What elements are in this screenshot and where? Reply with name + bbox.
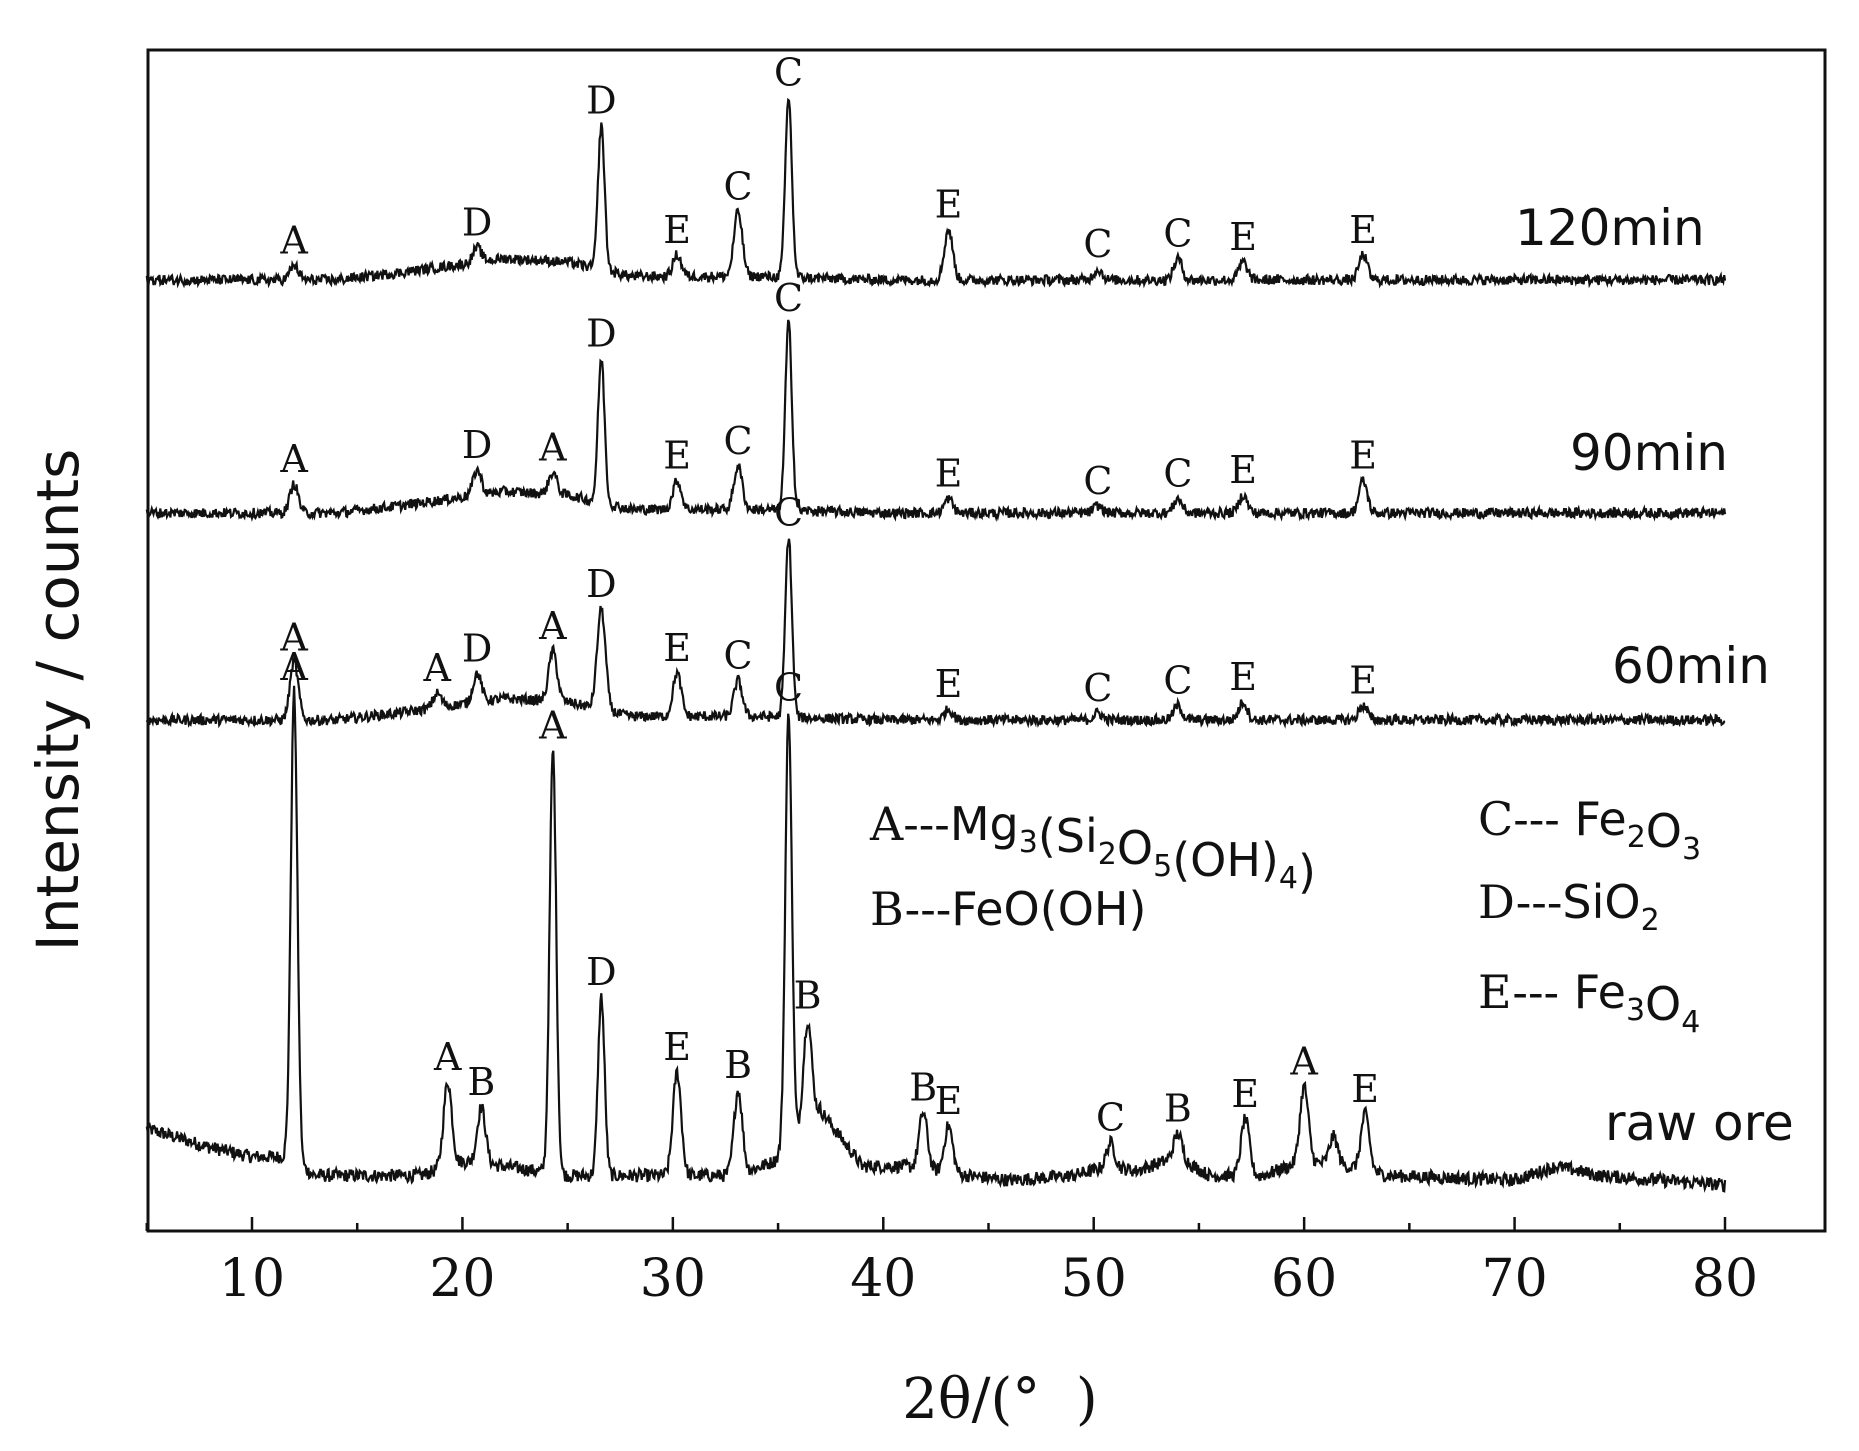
peak-label-90min-1: D [462,423,492,467]
x-axis-ticks: 10 20 30 40 50 60 70 80 [145,1217,1758,1309]
peak-label-90min-2: A [538,426,567,470]
peak-label-60min-9: C [1083,666,1112,710]
series-label-120min: 120min [1515,199,1705,257]
peak-label-120min-8: C [1163,211,1192,255]
peak-label-90min-0: A [279,437,308,481]
peak-label-60min-6: C [724,633,753,677]
y-axis-label: Intensity / counts [24,449,92,952]
peak-label-raw-ore-16: E [1351,1067,1379,1111]
peak-label-90min-9: C [1163,452,1192,496]
peak-label-120min-4: C [724,165,753,209]
x-tick-label-50: 50 [1061,1249,1127,1309]
series-line-120min [145,97,1727,289]
peak-label-60min-2: D [462,626,492,670]
series-layer: raw ore 60min 90min 120min [145,97,1794,1193]
peak-label-60min-1: A [422,646,451,690]
legend: A---Mg3(Si2O5(OH)4)B---FeO(OH) C--- Fe2O3… [869,792,1701,1040]
peak-label-120min-2: D [586,79,616,123]
legend-entry-0: A---Mg3(Si2O5(OH)4) [869,797,1316,899]
peak-label-90min-6: C [774,276,803,320]
peak-label-90min-3: D [586,312,616,356]
series-line-90min [145,319,1727,523]
peak-label-raw-ore-7: C [774,666,803,710]
peak-label-raw-ore-4: D [586,950,616,994]
x-tick-label-40: 40 [850,1249,916,1309]
peak-label-raw-ore-12: B [1164,1086,1192,1130]
peak-label-raw-ore-3: A [538,703,567,747]
series-line-60min [145,538,1726,729]
series-label-60min: 60min [1612,637,1770,695]
peak-label-raw-ore-5: E [663,1025,691,1069]
legend-entry-2: C--- Fe2O3 [1478,792,1701,867]
peak-label-120min-5: C [774,50,803,94]
peak-label-raw-ore-9: B [909,1066,937,1110]
peak-label-raw-ore-6: B [724,1043,752,1087]
x-tick-label-20: 20 [429,1249,495,1309]
peak-label-120min-7: C [1083,222,1112,266]
x-axis-label: 2θ/(° ) [902,1367,1098,1432]
peak-label-120min-10: E [1349,208,1377,252]
peak-label-90min-8: C [1083,459,1112,503]
peak-label-120min-9: E [1229,215,1257,259]
peak-label-90min-4: E [663,434,691,478]
peak-label-60min-7: C [774,490,803,534]
series-line-raw-ore [145,685,1727,1193]
peak-label-90min-7: E [935,452,963,496]
peak-label-raw-ore-11: C [1096,1096,1125,1140]
peak-label-120min-3: E [663,208,691,252]
peak-label-raw-ore-10: E [935,1079,963,1123]
peak-label-raw-ore-8: B [794,974,822,1018]
series-label-90min: 90min [1570,424,1728,482]
peak-label-raw-ore-1: A [433,1035,462,1079]
peak-label-raw-ore-0: A [279,645,308,689]
x-tick-label-10: 10 [219,1249,285,1309]
x-tick-label-80: 80 [1692,1249,1758,1309]
peak-label-raw-ore-2: B [467,1060,495,1104]
x-tick-label-60: 60 [1271,1249,1337,1309]
peak-label-raw-ore-13: E [1231,1072,1259,1116]
peak-label-60min-3: A [538,604,567,648]
series-label-raw-ore: raw ore [1605,1094,1794,1152]
x-tick-label-30: 30 [640,1249,706,1309]
peak-label-90min-11: E [1349,434,1377,478]
peak-label-60min-12: E [1349,659,1377,703]
plot-frame [146,48,1827,1233]
legend-entry-4: E--- Fe3O4 [1478,965,1700,1040]
peak-label-90min-10: E [1229,448,1257,492]
peak-label-90min-5: C [724,419,753,463]
peak-label-120min-6: E [935,183,963,227]
peak-label-60min-5: E [663,626,691,670]
peak-label-120min-0: A [279,219,308,263]
peak-label-60min-8: E [935,662,963,706]
peak-label-60min-4: D [586,562,616,606]
x-tick-label-70: 70 [1481,1249,1547,1309]
peak-label-120min-1: D [462,201,492,245]
peak-label-raw-ore-14: A [1289,1039,1318,1083]
peak-label-60min-0: A [279,615,308,659]
legend-entry-1: B---FeO(OH) [870,882,1146,936]
peak-label-60min-11: E [1229,655,1257,699]
legend-entry-3: D---SiO2 [1478,875,1660,938]
peak-label-60min-10: C [1163,659,1192,703]
